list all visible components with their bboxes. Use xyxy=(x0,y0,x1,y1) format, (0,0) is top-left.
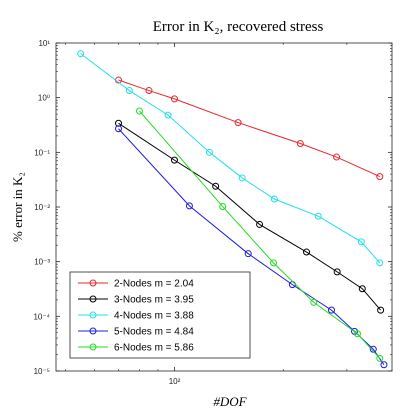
legend-marker xyxy=(89,343,97,351)
series-line xyxy=(80,53,381,264)
data-point xyxy=(314,212,322,220)
legend-label: 5-Nodes m = 4.84 xyxy=(114,327,194,338)
data-point xyxy=(377,306,385,314)
data-point xyxy=(185,202,193,210)
data-point xyxy=(333,153,341,161)
data-point xyxy=(310,298,318,306)
series-line xyxy=(118,79,380,178)
legend: 2-Nodes m = 2.04 3-Nodes m = 3.95 4-Nodes … xyxy=(69,271,251,359)
data-point xyxy=(115,125,123,133)
y-tick-label: 10⁻⁵ xyxy=(34,367,50,376)
data-point xyxy=(219,203,227,211)
data-point xyxy=(376,354,384,362)
data-point xyxy=(212,182,220,190)
data-point xyxy=(125,87,133,95)
x-axis-label: #DOF xyxy=(213,394,247,409)
data-point xyxy=(238,174,246,182)
series-line xyxy=(139,110,381,359)
x-tick-label: 10² xyxy=(169,377,181,386)
legend-marker xyxy=(89,311,97,319)
legend-label: 3-Nodes m = 3.95 xyxy=(114,295,194,306)
series-3-nodes xyxy=(115,119,385,314)
y-tick-label: 10⁻² xyxy=(34,203,50,212)
data-point xyxy=(234,119,242,127)
legend-label: 4-Nodes m = 3.88 xyxy=(114,311,194,322)
data-point xyxy=(170,95,178,103)
data-point xyxy=(244,250,252,258)
data-point xyxy=(296,140,304,148)
data-point xyxy=(357,238,365,246)
data-point xyxy=(145,87,153,95)
data-point xyxy=(327,306,335,314)
series-4-nodes xyxy=(77,50,384,267)
series-layer xyxy=(77,50,388,369)
data-point xyxy=(353,330,361,338)
data-point xyxy=(270,259,278,267)
series-line xyxy=(118,128,385,366)
data-point xyxy=(303,248,311,256)
data-point xyxy=(256,220,264,228)
y-tick-label: 10⁰ xyxy=(38,94,50,103)
data-point xyxy=(115,119,123,127)
legend-label: 6-Nodes m = 5.86 xyxy=(114,343,194,354)
y-axis-label: % error in K₂ xyxy=(10,172,25,242)
legend-marker xyxy=(89,279,97,287)
data-point xyxy=(333,268,341,276)
data-point xyxy=(135,107,143,115)
series-line xyxy=(118,122,381,311)
data-point xyxy=(170,156,178,164)
data-point xyxy=(205,148,213,156)
legend-label: 2-Nodes m = 2.04 xyxy=(114,279,194,290)
legend-marker xyxy=(89,327,97,335)
data-point xyxy=(380,361,388,369)
y-tick-label: 10¹ xyxy=(38,39,50,48)
data-point xyxy=(77,50,85,58)
legend-marker xyxy=(89,295,97,303)
data-point xyxy=(164,111,172,119)
y-tick-label: 10⁻¹ xyxy=(34,148,50,157)
series-6-nodes xyxy=(135,107,384,362)
data-point xyxy=(270,195,278,203)
data-point xyxy=(369,345,377,353)
y-tick-label: 10⁻⁴ xyxy=(33,312,50,321)
axis-ticks: 10¹ 10⁰ 10⁻¹ 10⁻² 10⁻³ 10⁻⁴ 10⁻⁵ 10² xyxy=(33,39,393,386)
data-point xyxy=(376,259,384,267)
series-2-nodes xyxy=(115,76,384,181)
y-tick-label: 10⁻³ xyxy=(34,258,50,267)
chart-title: Error in K₂, recovered stress xyxy=(153,19,324,35)
data-point xyxy=(358,285,366,293)
data-point xyxy=(376,173,384,181)
